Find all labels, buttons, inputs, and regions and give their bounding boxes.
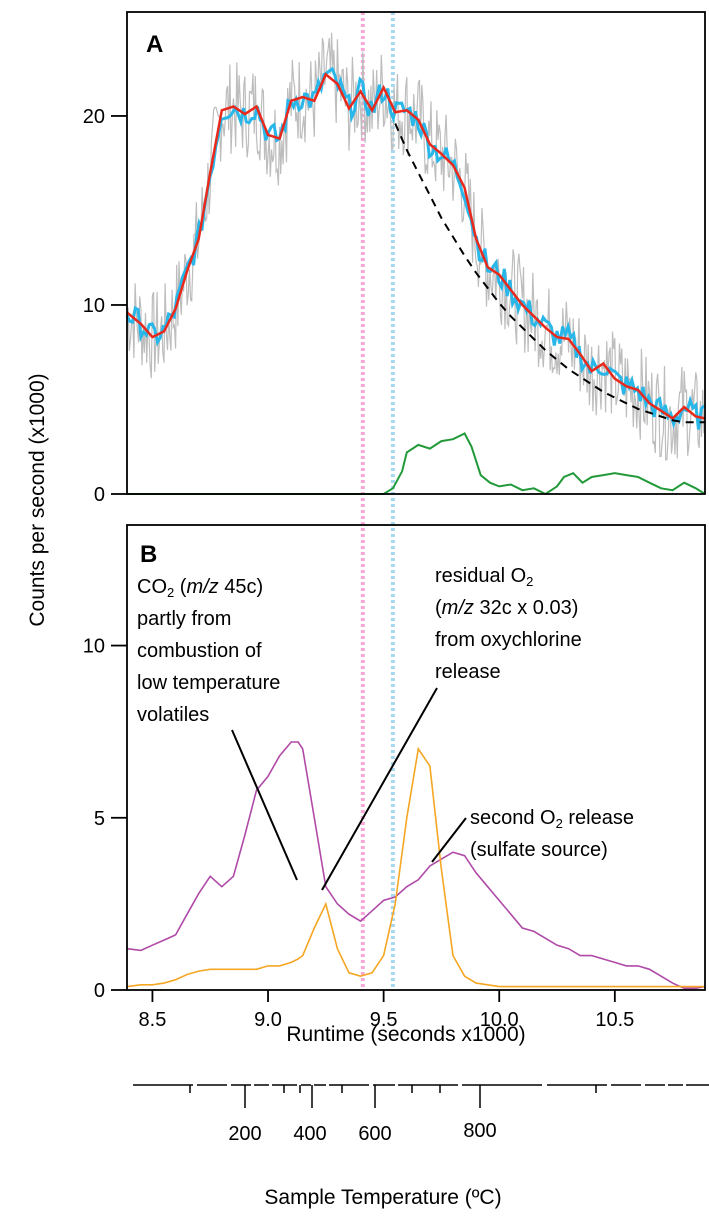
co2-annotation-line-5: volatiles xyxy=(137,704,209,726)
panel-b-co2-trace xyxy=(126,741,706,990)
bYTicks-tick-label: 10 xyxy=(83,636,105,658)
aYTicks-tick-label: 0 xyxy=(94,484,105,506)
temperature-tick-400: 400 xyxy=(293,1123,326,1145)
x-tick-label: 10.5 xyxy=(595,1009,634,1031)
co2-annotation-line-1: CO2 (m/z 45c) xyxy=(137,576,263,600)
co2-annotation: CO2 (m/z 45c) partly from combustion of … xyxy=(137,576,298,881)
panel-a-raw-trace xyxy=(126,32,705,461)
temperature-axis-title: Sample Temperature (ºC) xyxy=(264,1186,501,1209)
panel-a-frame xyxy=(126,11,706,495)
panel-a-baseline-trace xyxy=(394,123,705,424)
temperature-minor-ticks xyxy=(189,1085,597,1093)
x-tick-label: 9.5 xyxy=(370,1009,398,1031)
panel-a-y-ticks: 0 10 20 xyxy=(83,106,127,506)
panel-a-smoothed-trace xyxy=(125,66,706,430)
residual-o2-annotation-leader xyxy=(321,687,438,891)
second-o2-annotation: second O2 release (sulfate source) xyxy=(431,807,634,863)
x-axis-title: Runtime (seconds x1000) xyxy=(286,1023,525,1046)
x-tick-label: 9.0 xyxy=(254,1009,282,1031)
panel-a-fit-trace xyxy=(126,72,706,420)
temperature-tick-800: 800 xyxy=(463,1120,496,1142)
temperature-tick-600: 600 xyxy=(358,1123,391,1145)
residual-o2-annotation-line-4: release xyxy=(435,661,501,683)
temperature-axis: 200 400 600 800 Sample Temperature (ºC) xyxy=(133,1084,709,1209)
aYTicks-tick-label: 20 xyxy=(83,106,105,128)
temperature-major-ticks xyxy=(244,1085,481,1108)
aYTicks-tick-label: 10 xyxy=(83,295,105,317)
residual-o2-annotation-line-3: from oxychlorine xyxy=(435,629,582,651)
residual-o2-annotation: residual O2 (m/z 32c x 0.03) from oxychl… xyxy=(321,565,582,891)
residual-o2-annotation-line-1: residual O2 xyxy=(435,565,533,589)
bYTicks-tick-label: 0 xyxy=(94,980,105,1002)
panel-b-label: B xyxy=(140,541,157,568)
panel-b-frame xyxy=(126,524,706,991)
panel-a-residual-trace xyxy=(127,432,706,496)
co2-annotation-line-2: partly from xyxy=(137,608,231,630)
co2-annotation-line-4: low temperature xyxy=(137,672,280,694)
bYTicks-tick-label: 5 xyxy=(94,808,105,830)
co2-annotation-line-3: combustion of xyxy=(137,640,262,662)
temperature-tick-200: 200 xyxy=(228,1123,261,1145)
panel-a-label: A xyxy=(146,31,163,58)
residual-o2-annotation-line-2: (m/z 32c x 0.03) xyxy=(435,597,578,619)
second-o2-annotation-line-1: second O2 release xyxy=(470,807,634,831)
second-o2-annotation-leader xyxy=(431,817,467,863)
x-tick-label: 8.5 xyxy=(139,1009,167,1031)
co2-annotation-leader xyxy=(231,729,298,881)
panel-b-x-ticks: 8.5 9.0 9.5 10.0 10.5 xyxy=(139,990,634,1031)
panel-b: 0 5 10 8.5 9.0 9.5 10.0 10.5 B CO2 (m/z 45c) p… xyxy=(83,524,706,1031)
y-axis-title: Counts per second (x1000) xyxy=(26,373,49,626)
panel-a: 0 10 20 A xyxy=(83,11,706,506)
panel-b-o2-trace xyxy=(126,746,705,988)
second-o2-annotation-line-2: (sulfate source) xyxy=(470,839,608,861)
panel-b-y-ticks: 0 5 10 xyxy=(83,636,127,1002)
x-tick-label: 10.0 xyxy=(480,1009,519,1031)
